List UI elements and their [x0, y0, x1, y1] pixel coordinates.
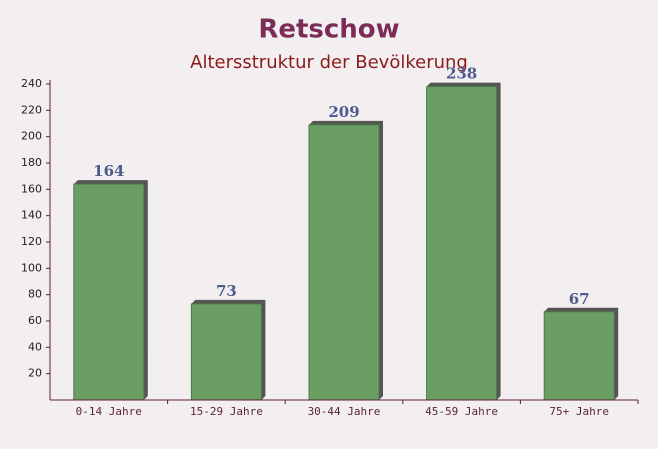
x-tick-label: 30-44 Jahre [308, 405, 381, 418]
value-label: 73 [216, 282, 237, 300]
value-label: 67 [569, 290, 590, 308]
y-tick-label: 180 [21, 156, 42, 169]
y-tick-label: 20 [28, 367, 42, 380]
x-tick-label: 45-59 Jahre [425, 405, 498, 418]
chart-title: Retschow [258, 15, 399, 45]
y-tick-label: 140 [21, 209, 42, 222]
bar [73, 183, 145, 401]
y-tick-label: 80 [28, 288, 42, 301]
y-tick-label: 240 [21, 77, 42, 90]
y-tick-label: 200 [21, 130, 42, 143]
x-tick-label: 75+ Jahre [549, 405, 609, 418]
value-label: 164 [93, 162, 124, 180]
value-label: 238 [446, 65, 477, 83]
y-tick-label: 40 [28, 340, 42, 353]
y-tick-label: 60 [28, 314, 42, 327]
bar [426, 86, 498, 401]
x-tick-label: 0-14 Jahre [76, 405, 142, 418]
bar [543, 311, 615, 401]
value-label: 209 [328, 103, 359, 121]
y-tick-label: 120 [21, 235, 42, 248]
chart-subtitle: Altersstruktur der Bevölkerung [190, 52, 468, 73]
y-tick-label: 100 [21, 261, 42, 274]
y-tick-label: 160 [21, 182, 42, 195]
bar [308, 124, 380, 401]
x-tick-label: 15-29 Jahre [190, 405, 263, 418]
y-tick-label: 220 [21, 103, 42, 116]
bar [190, 303, 262, 401]
